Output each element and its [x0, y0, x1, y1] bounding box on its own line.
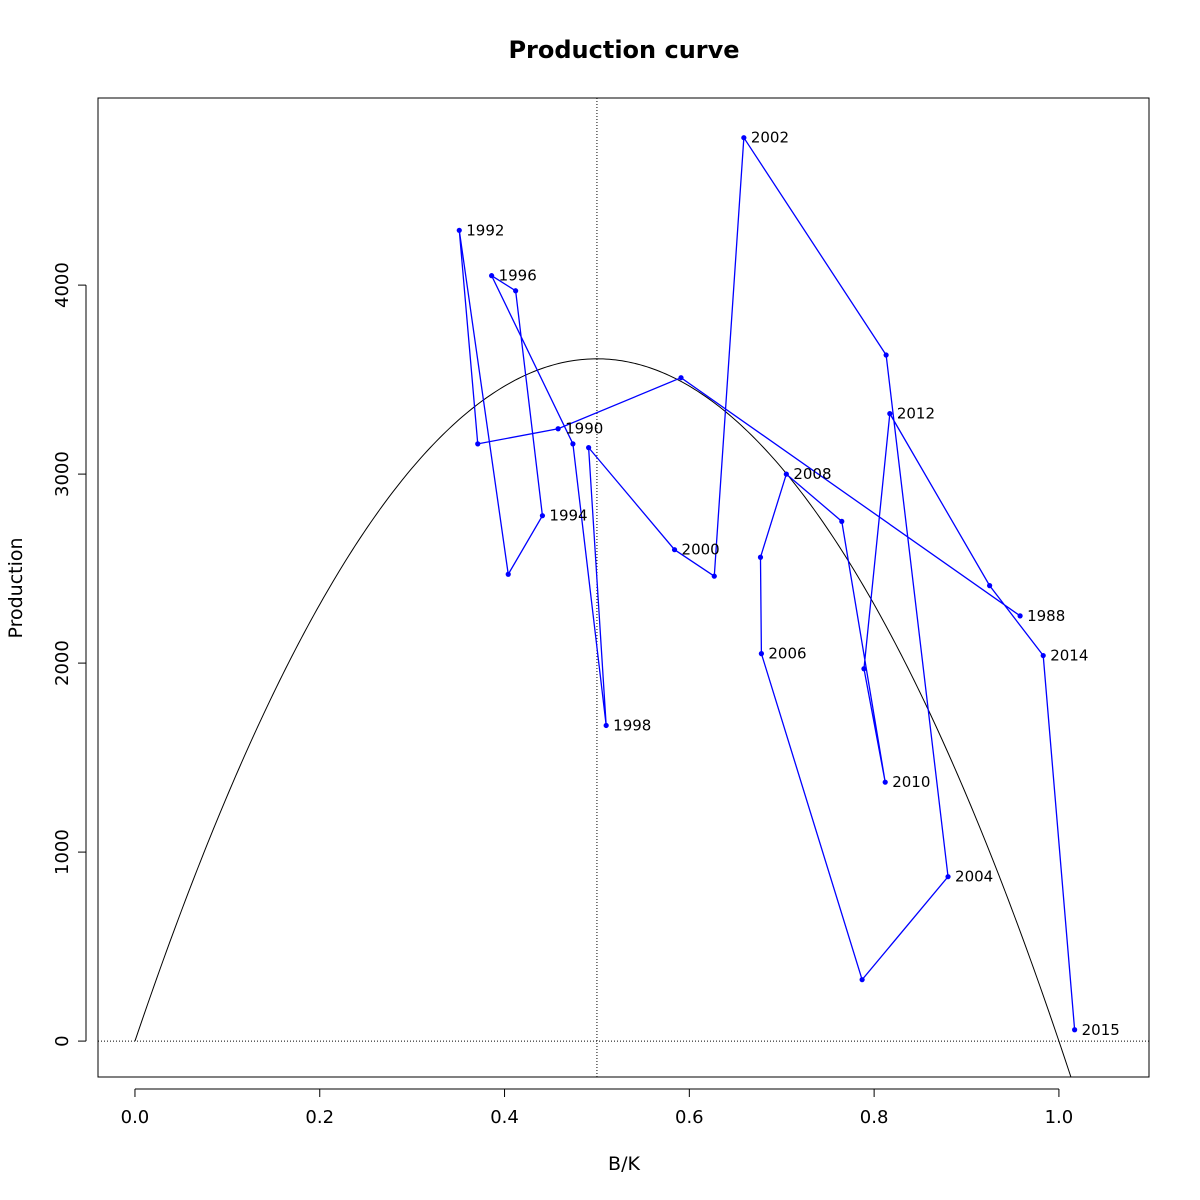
data-point-1999: [586, 445, 592, 451]
data-point-2002: [741, 135, 747, 141]
y-tick-label-3: 3000: [52, 451, 73, 497]
data-point-2000: [671, 547, 678, 553]
x-tick-label-1: 0.2: [305, 1107, 334, 1128]
data-point-2001: [711, 573, 717, 579]
data-point-2003: [883, 352, 889, 358]
x-tick-label-5: 1.0: [1045, 1107, 1074, 1128]
series-line: [458, 135, 1076, 1030]
point-label-1998: 1998: [613, 716, 651, 734]
data-point-2007: [757, 554, 764, 560]
x-tick-label-2: 0.4: [490, 1107, 519, 1128]
point-label-2015: 2015: [1082, 1021, 1120, 1039]
data-point-2013: [987, 583, 993, 589]
data-point-1991: [475, 441, 481, 447]
data-point-2004: [945, 874, 951, 880]
data-point-2008: [783, 471, 789, 477]
data-point-2015: [1072, 1027, 1078, 1033]
y-axis-label: Production: [5, 537, 27, 638]
data-point-2014: [1040, 652, 1046, 659]
plot-area: 1988 1990 1992 1994 1996 1998 2000 2002 2004 2006…: [52, 97, 1150, 1128]
data-point-1994: [539, 513, 546, 519]
y-tick-label-2: 2000: [52, 640, 73, 686]
data-point-2011: [861, 666, 867, 672]
y-tick-label-4: 4000: [52, 262, 73, 308]
production-curve-line: [134, 358, 1072, 1077]
point-label-2010: 2010: [892, 773, 930, 791]
point-label-1990: 1990: [565, 420, 603, 438]
point-label-1992: 1992: [466, 221, 504, 239]
data-point-1988: [1017, 613, 1023, 619]
data-point-1996: [489, 273, 495, 279]
point-label-1988: 1988: [1027, 607, 1065, 625]
data-point-1989: [678, 375, 684, 381]
x-tick-label-0: 0.0: [121, 1107, 150, 1128]
x-tick-label-3: 0.6: [675, 1107, 704, 1128]
x-axis-label: B/K: [608, 1153, 640, 1175]
data-point-1995: [513, 288, 519, 294]
point-label-2004: 2004: [955, 868, 993, 886]
y-tick-label-1: 1000: [52, 829, 73, 875]
point-label-2012: 2012: [897, 405, 935, 423]
chart-title: Production curve: [508, 36, 739, 64]
data-point-1993: [505, 571, 511, 577]
data-point-2005: [859, 977, 865, 983]
point-label-2006: 2006: [768, 645, 806, 663]
y-tick-label-0: 0: [52, 1035, 73, 1046]
data-point-2012: [887, 411, 893, 417]
data-point-2006: [758, 651, 765, 657]
point-label-2014: 2014: [1050, 647, 1088, 665]
point-label-1994: 1994: [549, 507, 587, 525]
data-point-1992: [456, 227, 462, 233]
point-label-1996: 1996: [499, 267, 537, 285]
plot-frame: [97, 97, 1150, 1078]
point-label-2000: 2000: [682, 541, 720, 559]
data-point-1998: [603, 722, 609, 729]
data-point-2009: [839, 518, 845, 524]
data-point-2010: [882, 779, 888, 785]
x-tick-label-4: 0.8: [860, 1107, 889, 1128]
data-point-1990: [555, 426, 561, 432]
data-point-1997: [570, 441, 576, 447]
point-label-2008: 2008: [793, 465, 831, 483]
point-label-2002: 2002: [751, 129, 789, 147]
